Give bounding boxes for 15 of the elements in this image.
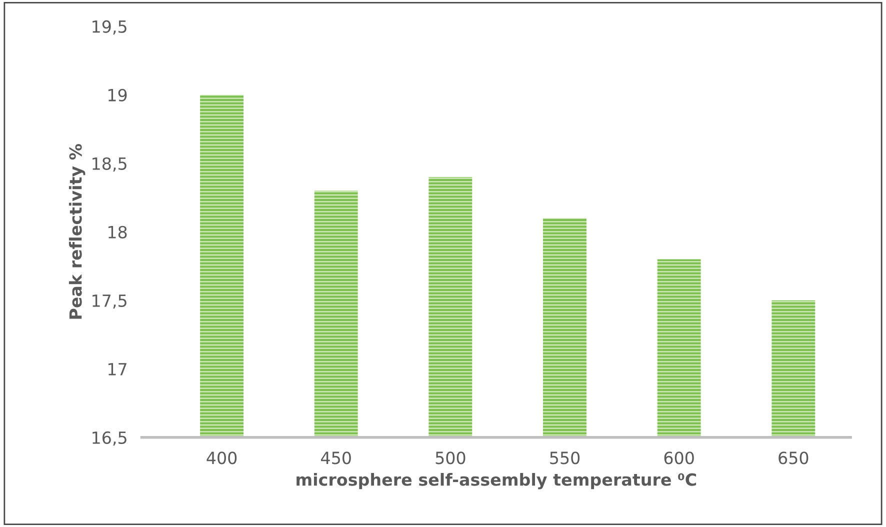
y-tick-label: 17,5 xyxy=(92,294,126,309)
x-axis-title: microsphere self-assembly temperature ⁰C xyxy=(296,472,696,490)
y-tick-label: 19 xyxy=(108,88,127,102)
y-tick-label: 18,5 xyxy=(92,157,126,172)
x-tick-label: 550 xyxy=(550,452,580,464)
y-tick-label: 16,5 xyxy=(92,431,126,446)
x-tick-label: 450 xyxy=(321,452,351,464)
x-tick-label: 650 xyxy=(778,452,808,464)
y-tick-label: 18 xyxy=(108,226,127,238)
x-tick-label: 400 xyxy=(206,452,237,464)
y-tick-label: 19,5 xyxy=(92,20,126,35)
x-tick-label: 600 xyxy=(664,452,694,464)
y-tick-label: 17 xyxy=(108,363,126,376)
x-tick-label: 500 xyxy=(436,452,466,464)
y-axis-title: Peak reflectivity % xyxy=(68,144,86,319)
